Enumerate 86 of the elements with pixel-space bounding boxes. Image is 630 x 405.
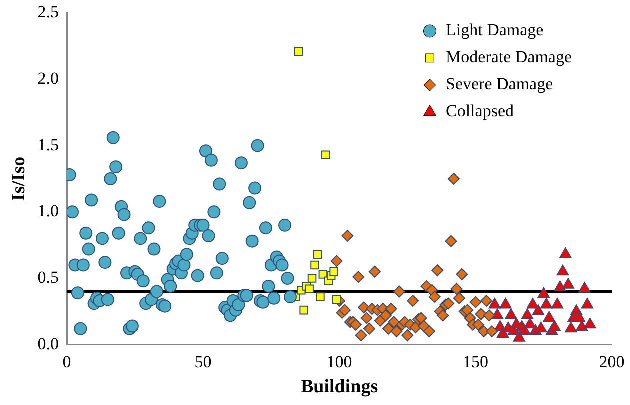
- point: [472, 318, 484, 331]
- point: [483, 310, 496, 322]
- x-tick-label: 0: [62, 352, 72, 372]
- point: [548, 320, 561, 332]
- point: [368, 266, 381, 278]
- point: [437, 310, 450, 322]
- point: [538, 287, 550, 298]
- legend-label: Collapsed: [446, 102, 514, 121]
- legend-label: Moderate Damage: [446, 48, 572, 67]
- point: [390, 326, 403, 338]
- point: [562, 278, 575, 289]
- y-tick-label: 0.5: [38, 268, 60, 287]
- point: [402, 330, 414, 342]
- point: [565, 322, 578, 333]
- point: [488, 298, 501, 309]
- point: [535, 322, 548, 333]
- point: [456, 268, 468, 280]
- point: [470, 296, 482, 308]
- point: [342, 230, 354, 242]
- point: [556, 264, 570, 276]
- point: [382, 322, 395, 335]
- point: [308, 274, 317, 283]
- y-tick-label: 1.5: [38, 135, 60, 154]
- point: [448, 173, 460, 185]
- point: [576, 320, 588, 332]
- y-tick-label: 2.5: [38, 2, 60, 22]
- point: [540, 298, 553, 309]
- point: [584, 318, 596, 329]
- x-tick-label: 100: [326, 352, 352, 372]
- point: [385, 302, 398, 315]
- x-tick-label: 50: [194, 352, 212, 372]
- point: [573, 311, 586, 322]
- point: [330, 267, 338, 276]
- point: [330, 255, 343, 268]
- point: [316, 292, 325, 302]
- legend-label: Severe Damage: [446, 74, 554, 94]
- point: [491, 308, 504, 320]
- point: [313, 250, 322, 259]
- y-tick-label: 2.0: [38, 68, 60, 88]
- point: [560, 248, 572, 258]
- point: [355, 330, 368, 342]
- point: [532, 304, 545, 316]
- point: [364, 322, 376, 335]
- point: [350, 318, 362, 331]
- point: [524, 318, 536, 329]
- point: [393, 286, 406, 298]
- point: [445, 235, 458, 248]
- x-axis-title: Buildings: [300, 376, 378, 398]
- point: [513, 331, 526, 342]
- point: [543, 311, 556, 322]
- x-tick-label: 200: [599, 352, 625, 372]
- point: [521, 308, 534, 320]
- point: [428, 291, 441, 304]
- point: [374, 314, 386, 327]
- point: [450, 283, 463, 296]
- y-axis-title: Is/Iso: [8, 156, 30, 202]
- point: [581, 298, 594, 309]
- point: [453, 292, 466, 304]
- point: [480, 295, 493, 308]
- point: [360, 312, 373, 324]
- y-tick-label: 1.0: [38, 202, 60, 221]
- point: [322, 150, 330, 160]
- point: [500, 298, 512, 309]
- point: [423, 326, 436, 338]
- x-tick-label: 150: [463, 352, 489, 372]
- point: [442, 298, 455, 310]
- point: [380, 310, 392, 322]
- legend-label: Light Damage: [446, 20, 544, 40]
- point: [486, 326, 498, 338]
- point: [338, 304, 351, 316]
- point: [505, 308, 518, 320]
- point: [305, 284, 314, 294]
- point: [415, 312, 428, 324]
- point: [554, 280, 566, 292]
- point: [300, 306, 308, 315]
- point: [352, 271, 365, 284]
- point: [432, 264, 444, 277]
- point: [518, 324, 531, 336]
- point: [551, 298, 564, 309]
- point: [578, 282, 591, 293]
- point: [358, 302, 370, 314]
- y-tick-label: 0.0: [38, 334, 60, 354]
- point: [294, 47, 304, 56]
- point: [310, 260, 320, 270]
- point: [407, 295, 420, 308]
- point: [475, 308, 488, 320]
